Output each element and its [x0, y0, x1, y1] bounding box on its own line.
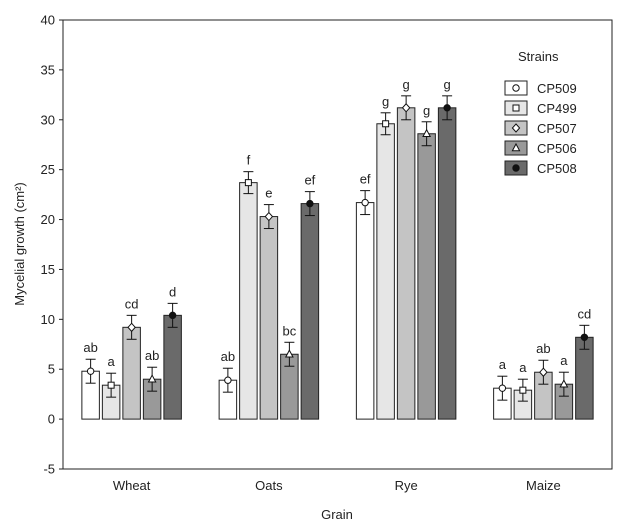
data-point-marker: [86, 367, 95, 375]
significance-letter: e: [265, 186, 272, 201]
data-point-marker: [559, 379, 569, 388]
significance-letter: a: [499, 357, 507, 372]
y-tick-label: 10: [41, 312, 55, 327]
data-point-marker: [539, 367, 548, 377]
y-tick-label: 40: [41, 13, 55, 28]
legend-marker: [511, 123, 521, 133]
x-axis-title: Grain: [321, 507, 353, 522]
data-point-marker: [401, 103, 411, 113]
y-tick-label: 25: [41, 162, 55, 177]
data-point-marker: [264, 211, 274, 222]
legend-marker: [511, 142, 521, 152]
legend-marker: [512, 84, 520, 92]
x-tick-label: Oats: [255, 478, 283, 493]
significance-letter: ef: [360, 172, 371, 187]
data-point-marker: [284, 349, 294, 358]
legend: Strains CP509 CP499 CP507 CP506 CP508: [504, 49, 577, 176]
y-tick-label: 5: [48, 362, 55, 377]
significance-letter: f: [247, 153, 251, 168]
significance-letter: g: [444, 77, 451, 92]
significance-letter: ab: [145, 348, 159, 363]
data-point-marker: [224, 376, 232, 384]
data-point-marker: [147, 374, 157, 383]
x-tick-label: Wheat: [113, 478, 151, 493]
data-point-marker: [127, 322, 136, 333]
legend-label: CP509: [537, 81, 577, 96]
data-point-marker: [422, 128, 432, 138]
bar: [437, 107, 457, 420]
y-tick-label: 20: [41, 212, 55, 227]
bar: [163, 314, 182, 420]
y-tick-label: 15: [41, 262, 55, 277]
significance-letter: cd: [125, 296, 139, 311]
significance-letter: a: [108, 354, 116, 369]
axes: -5 0 5 10 15 20 25 30 35 40 Wheat Oats Rye Maize: [41, 13, 613, 493]
bars-layer: [81, 95, 594, 420]
significance-letter: d: [169, 284, 176, 299]
legend-marker: [512, 104, 520, 112]
legend-title: Strains: [518, 49, 559, 64]
bar: [300, 203, 320, 420]
y-tick-label: 35: [41, 62, 55, 77]
significance-letter: g: [403, 77, 410, 92]
legend-label: CP508: [537, 161, 577, 176]
data-point-marker: [498, 384, 507, 392]
legend-label: CP507: [537, 121, 577, 136]
bar: [355, 202, 375, 420]
data-point-marker: [519, 386, 527, 394]
bar: [239, 182, 258, 420]
significance-letter: ef: [304, 173, 315, 188]
data-point-marker: [580, 333, 589, 341]
significance-letter: bc: [283, 323, 297, 338]
data-point-marker: [382, 120, 390, 128]
x-tick-label: Rye: [395, 478, 418, 493]
significance-letter: ab: [83, 340, 97, 355]
data-point-marker: [443, 104, 451, 112]
bar: [122, 326, 141, 420]
significance-letter: a: [560, 353, 568, 368]
legend-label: CP499: [537, 101, 577, 116]
data-point-marker: [361, 198, 369, 207]
significance-letter: g: [382, 94, 389, 109]
significance-letter: ab: [221, 349, 235, 364]
legend-marker: [512, 164, 520, 172]
data-point-marker: [306, 199, 314, 208]
x-tick-label: Maize: [526, 478, 561, 493]
data-point-marker: [107, 381, 115, 389]
y-tick-label: 0: [48, 412, 55, 427]
data-point-marker: [168, 311, 177, 320]
significance-letter: g: [423, 103, 430, 118]
y-tick-label: -5: [43, 462, 55, 477]
significance-letter: a: [519, 360, 527, 375]
bar: [259, 216, 279, 420]
bar: [376, 123, 395, 420]
significance-letter: ab: [536, 341, 550, 356]
data-point-marker: [244, 179, 252, 187]
y-axis-title: Mycelial growth (cm²): [12, 182, 27, 306]
plot-frame: [62, 19, 613, 470]
y-tick-label: 30: [41, 112, 55, 127]
significance-letter: cd: [578, 306, 592, 321]
bar: [396, 107, 416, 420]
bar: [417, 133, 436, 420]
legend-label: CP506: [537, 141, 577, 156]
